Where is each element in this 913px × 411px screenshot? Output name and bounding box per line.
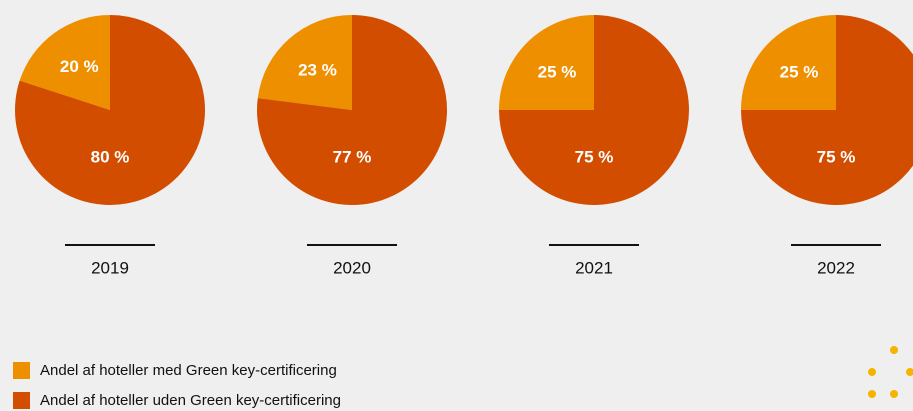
value-label: 20 % <box>60 57 99 76</box>
legend-swatch <box>13 362 30 379</box>
pie-title: 2021 <box>575 258 613 277</box>
value-label: 80 % <box>91 147 130 166</box>
value-label: 23 % <box>298 60 337 79</box>
value-label: 25 % <box>780 63 819 82</box>
pie-slice <box>741 15 836 110</box>
pie-title: 2020 <box>333 258 371 277</box>
value-label: 77 % <box>333 147 372 166</box>
pie-title: 2022 <box>817 258 855 277</box>
pie-slice <box>257 15 448 205</box>
value-label: 25 % <box>538 63 577 82</box>
legend-label: Andel af hoteller med Green key-certific… <box>40 362 337 379</box>
pie-slice <box>15 15 206 205</box>
legend-label: Andel af hoteller uden Green key-certifi… <box>40 392 341 409</box>
pie-slice <box>741 15 913 205</box>
decoration <box>868 346 913 398</box>
pie-slice <box>257 15 352 110</box>
value-label: 75 % <box>817 147 856 166</box>
value-label: 75 % <box>575 147 614 166</box>
pie-title: 2019 <box>91 258 129 277</box>
pie-slice <box>499 15 689 205</box>
pie-slice <box>19 15 111 110</box>
legend-swatch <box>13 392 30 409</box>
pie-slice <box>499 15 594 110</box>
